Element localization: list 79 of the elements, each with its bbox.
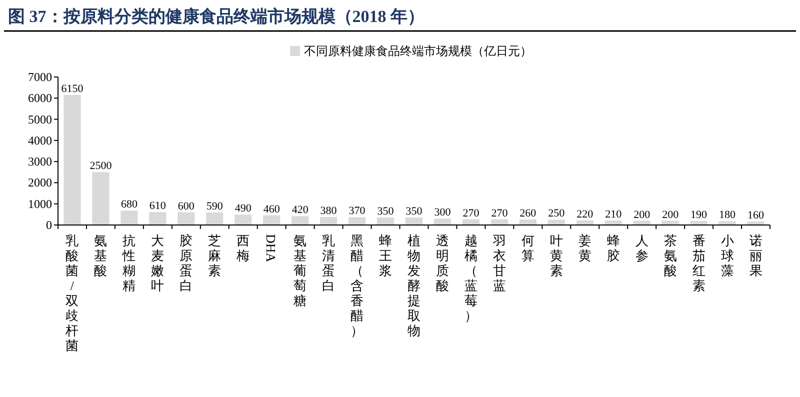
data-label: 210 — [605, 208, 622, 221]
data-label: 610 — [149, 200, 166, 212]
x-tick-label: 乳酸菌/双歧杆菌 — [64, 233, 79, 353]
bar — [747, 222, 764, 225]
bar — [92, 172, 110, 225]
bar — [64, 94, 81, 225]
y-tick-label: 1000 — [28, 196, 52, 211]
data-label: 590 — [206, 200, 224, 213]
x-tick-label: 大麦嫩叶 — [151, 233, 164, 293]
bar — [348, 217, 366, 225]
bar — [206, 212, 224, 225]
y-tick-label: 6000 — [28, 91, 52, 106]
data-label: 370 — [348, 205, 366, 218]
data-label: 200 — [662, 208, 680, 221]
data-label: 270 — [462, 207, 480, 220]
y-tick-label: 5000 — [28, 112, 52, 126]
x-tick-label: 姜黄 — [578, 233, 592, 263]
bar — [376, 218, 394, 225]
data-label: 350 — [377, 206, 394, 218]
data-label: 6150 — [61, 82, 84, 95]
data-label: 220 — [576, 208, 594, 220]
x-tick-label: 何算 — [521, 233, 534, 263]
x-tick-label: 小球藻 — [720, 233, 734, 278]
data-label: 680 — [120, 198, 138, 211]
x-tick-label: 越橘（蓝莓） — [464, 233, 478, 323]
data-label: 380 — [320, 204, 338, 217]
x-tick-label: 茶氨酸 — [664, 233, 677, 278]
x-tick-label: 植物发酵提取物 — [408, 233, 420, 338]
data-label: 490 — [234, 202, 252, 215]
x-tick-label: 蜂王浆 — [379, 233, 392, 278]
bar — [405, 218, 423, 225]
x-tick-label: 诺丽果 — [749, 233, 762, 278]
x-tick-label: DHA — [264, 234, 279, 263]
data-label: 420 — [292, 204, 309, 216]
x-tick-label: 黑醋（含香醋） — [350, 233, 364, 338]
x-tick-label: 抗性糊精 — [122, 233, 136, 293]
x-tick-label: 人参 — [635, 233, 648, 263]
x-tick-label: 蜂胶 — [606, 233, 620, 263]
data-label: 2500 — [90, 160, 112, 172]
x-tick-label: 叶黄素 — [550, 233, 563, 278]
x-tick-label: 氨基葡萄糖 — [294, 233, 307, 308]
bar — [149, 212, 166, 225]
bar — [718, 221, 736, 225]
bar — [519, 220, 536, 225]
y-tick-label: 7000 — [28, 70, 52, 84]
x-tick-label: 胶原蛋白 — [180, 233, 193, 293]
data-label: 260 — [520, 208, 537, 220]
bar — [320, 216, 338, 225]
bar — [178, 212, 195, 225]
y-tick-label: 2000 — [28, 176, 52, 190]
data-label: 460 — [263, 203, 280, 216]
data-label: 200 — [634, 208, 651, 221]
y-tick-label: 3000 — [28, 154, 52, 169]
bar — [548, 220, 565, 225]
x-tick-label: 芝麻素 — [208, 233, 222, 278]
x-tick-label: 透明质酸 — [436, 233, 449, 293]
bar — [292, 216, 309, 225]
x-tick-label: 乳清蛋白 — [322, 233, 336, 293]
data-label: 180 — [719, 209, 736, 222]
x-tick-label: 西梅 — [236, 233, 250, 263]
bar — [120, 210, 138, 225]
bar — [604, 220, 622, 225]
y-tick-label: 4000 — [28, 133, 52, 148]
data-label: 350 — [406, 206, 423, 218]
legend-label: 不同原料健康食品终端市场规模（亿日元） — [304, 44, 532, 58]
data-label: 190 — [690, 208, 708, 221]
data-label: 600 — [178, 200, 195, 212]
data-label: 270 — [491, 207, 508, 220]
y-tick-label: 0 — [46, 218, 52, 232]
data-label: 300 — [434, 206, 452, 219]
data-label: 160 — [748, 210, 765, 222]
bar — [434, 218, 452, 225]
data-label: 250 — [548, 208, 566, 220]
x-tick-label: 番茄红素 — [692, 233, 706, 293]
x-tick-label: 羽衣甘蓝 — [492, 233, 506, 293]
chart-title: 图 37：按原料分类的健康食品终端市场规模（2018 年） — [8, 7, 424, 26]
bar — [263, 215, 280, 225]
x-tick-label: 氨基酸 — [94, 233, 108, 278]
bar — [234, 214, 252, 225]
